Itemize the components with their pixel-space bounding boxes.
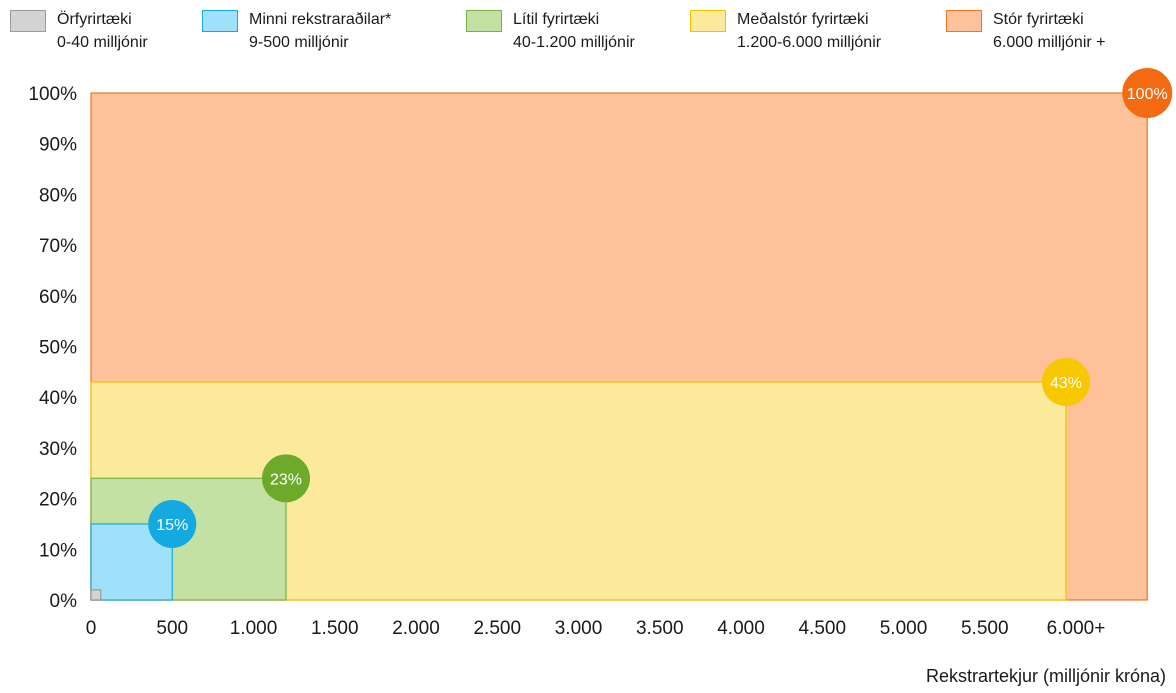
- x-tick-label: 5.000: [880, 618, 928, 639]
- y-tick-label: 10%: [39, 540, 77, 561]
- area-4: [91, 590, 101, 600]
- x-tick-label: 4.500: [798, 618, 846, 639]
- data-label-3: 15%: [156, 517, 188, 534]
- x-tick-label: 3.500: [636, 618, 684, 639]
- y-tick-label: 90%: [39, 135, 77, 156]
- y-tick-label: 60%: [39, 287, 77, 308]
- data-label-0: 100%: [1127, 86, 1168, 103]
- data-label-2: 23%: [270, 471, 302, 488]
- x-tick-label: 0: [86, 618, 97, 639]
- x-axis-title: Rekstrartekjur (milljónir króna): [926, 666, 1166, 686]
- y-tick-label: 70%: [39, 236, 77, 257]
- y-axis: 0% 10% 20% 30% 40% 50% 60% 70% 80% 90% 100%: [28, 84, 77, 612]
- x-tick-label: 5.500: [961, 618, 1009, 639]
- x-axis: 0 500 1.000 1.500 2.000 2.500 3.000 3.500 4.000 4…: [86, 618, 1106, 639]
- data-label-1: 43%: [1050, 375, 1082, 392]
- y-tick-label: 50%: [39, 338, 77, 359]
- x-tick-label: 6.000+: [1047, 618, 1106, 639]
- x-tick-label: 2.000: [392, 618, 440, 639]
- y-tick-label: 20%: [39, 490, 77, 511]
- y-tick-label: 40%: [39, 388, 77, 409]
- area-layer: [91, 93, 1147, 600]
- y-tick-label: 0%: [50, 591, 78, 612]
- y-tick-label: 100%: [28, 84, 77, 105]
- y-tick-label: 80%: [39, 185, 77, 206]
- x-tick-label: 1.500: [311, 618, 359, 639]
- x-tick-label: 1.000: [230, 618, 278, 639]
- x-tick-label: 500: [156, 618, 188, 639]
- x-tick-label: 4.000: [717, 618, 765, 639]
- x-tick-label: 2.500: [473, 618, 521, 639]
- y-tick-label: 30%: [39, 439, 77, 460]
- x-tick-label: 3.000: [555, 618, 603, 639]
